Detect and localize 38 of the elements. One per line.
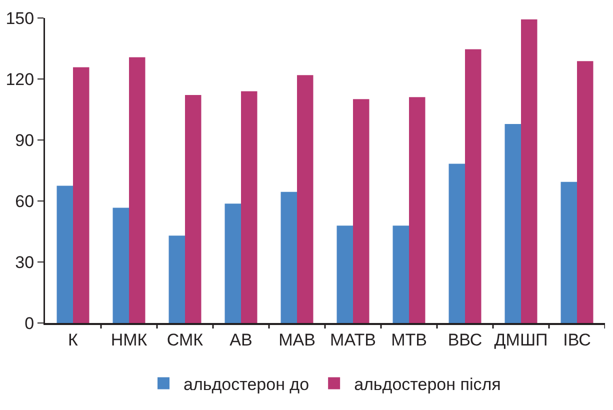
bar xyxy=(56,186,73,323)
x-tick-label: ВВС xyxy=(448,330,482,350)
x-tick-label: СМК xyxy=(166,330,204,350)
bar xyxy=(112,208,129,323)
x-tick-label: ДМШП xyxy=(494,330,548,350)
x-tick-label: К xyxy=(68,330,78,350)
bar xyxy=(560,182,577,323)
legend-label: альдостерон до xyxy=(184,374,310,394)
legend-label: альдостерон після xyxy=(354,374,501,394)
bar xyxy=(280,192,297,323)
x-tick-label: АВ xyxy=(230,330,252,350)
bar xyxy=(521,19,538,323)
bar xyxy=(465,49,482,323)
bar xyxy=(353,99,370,323)
bar xyxy=(409,97,426,323)
bar xyxy=(168,236,185,323)
x-tick-label: МАТВ xyxy=(330,330,376,350)
bar xyxy=(241,91,258,323)
bar xyxy=(185,95,202,323)
x-tick-label: МТВ xyxy=(391,330,427,350)
y-tick-label: 90 xyxy=(15,130,34,150)
bar xyxy=(224,204,241,323)
y-tick-label: 150 xyxy=(6,8,34,28)
bar xyxy=(73,67,90,323)
y-tick-label: 120 xyxy=(6,70,34,89)
x-tick-label: ІВС xyxy=(563,330,591,350)
bar xyxy=(392,226,409,323)
y-tick-label: 60 xyxy=(15,192,34,211)
bar xyxy=(448,164,465,323)
y-tick-label: 0 xyxy=(24,314,34,333)
bar xyxy=(504,124,521,323)
bar xyxy=(336,226,353,323)
x-tick-label: НМК xyxy=(110,330,148,350)
x-tick-label: МАВ xyxy=(278,330,316,350)
bar xyxy=(577,61,594,323)
bar xyxy=(129,57,146,323)
y-tick-label: 30 xyxy=(15,252,34,272)
bar xyxy=(297,75,314,323)
